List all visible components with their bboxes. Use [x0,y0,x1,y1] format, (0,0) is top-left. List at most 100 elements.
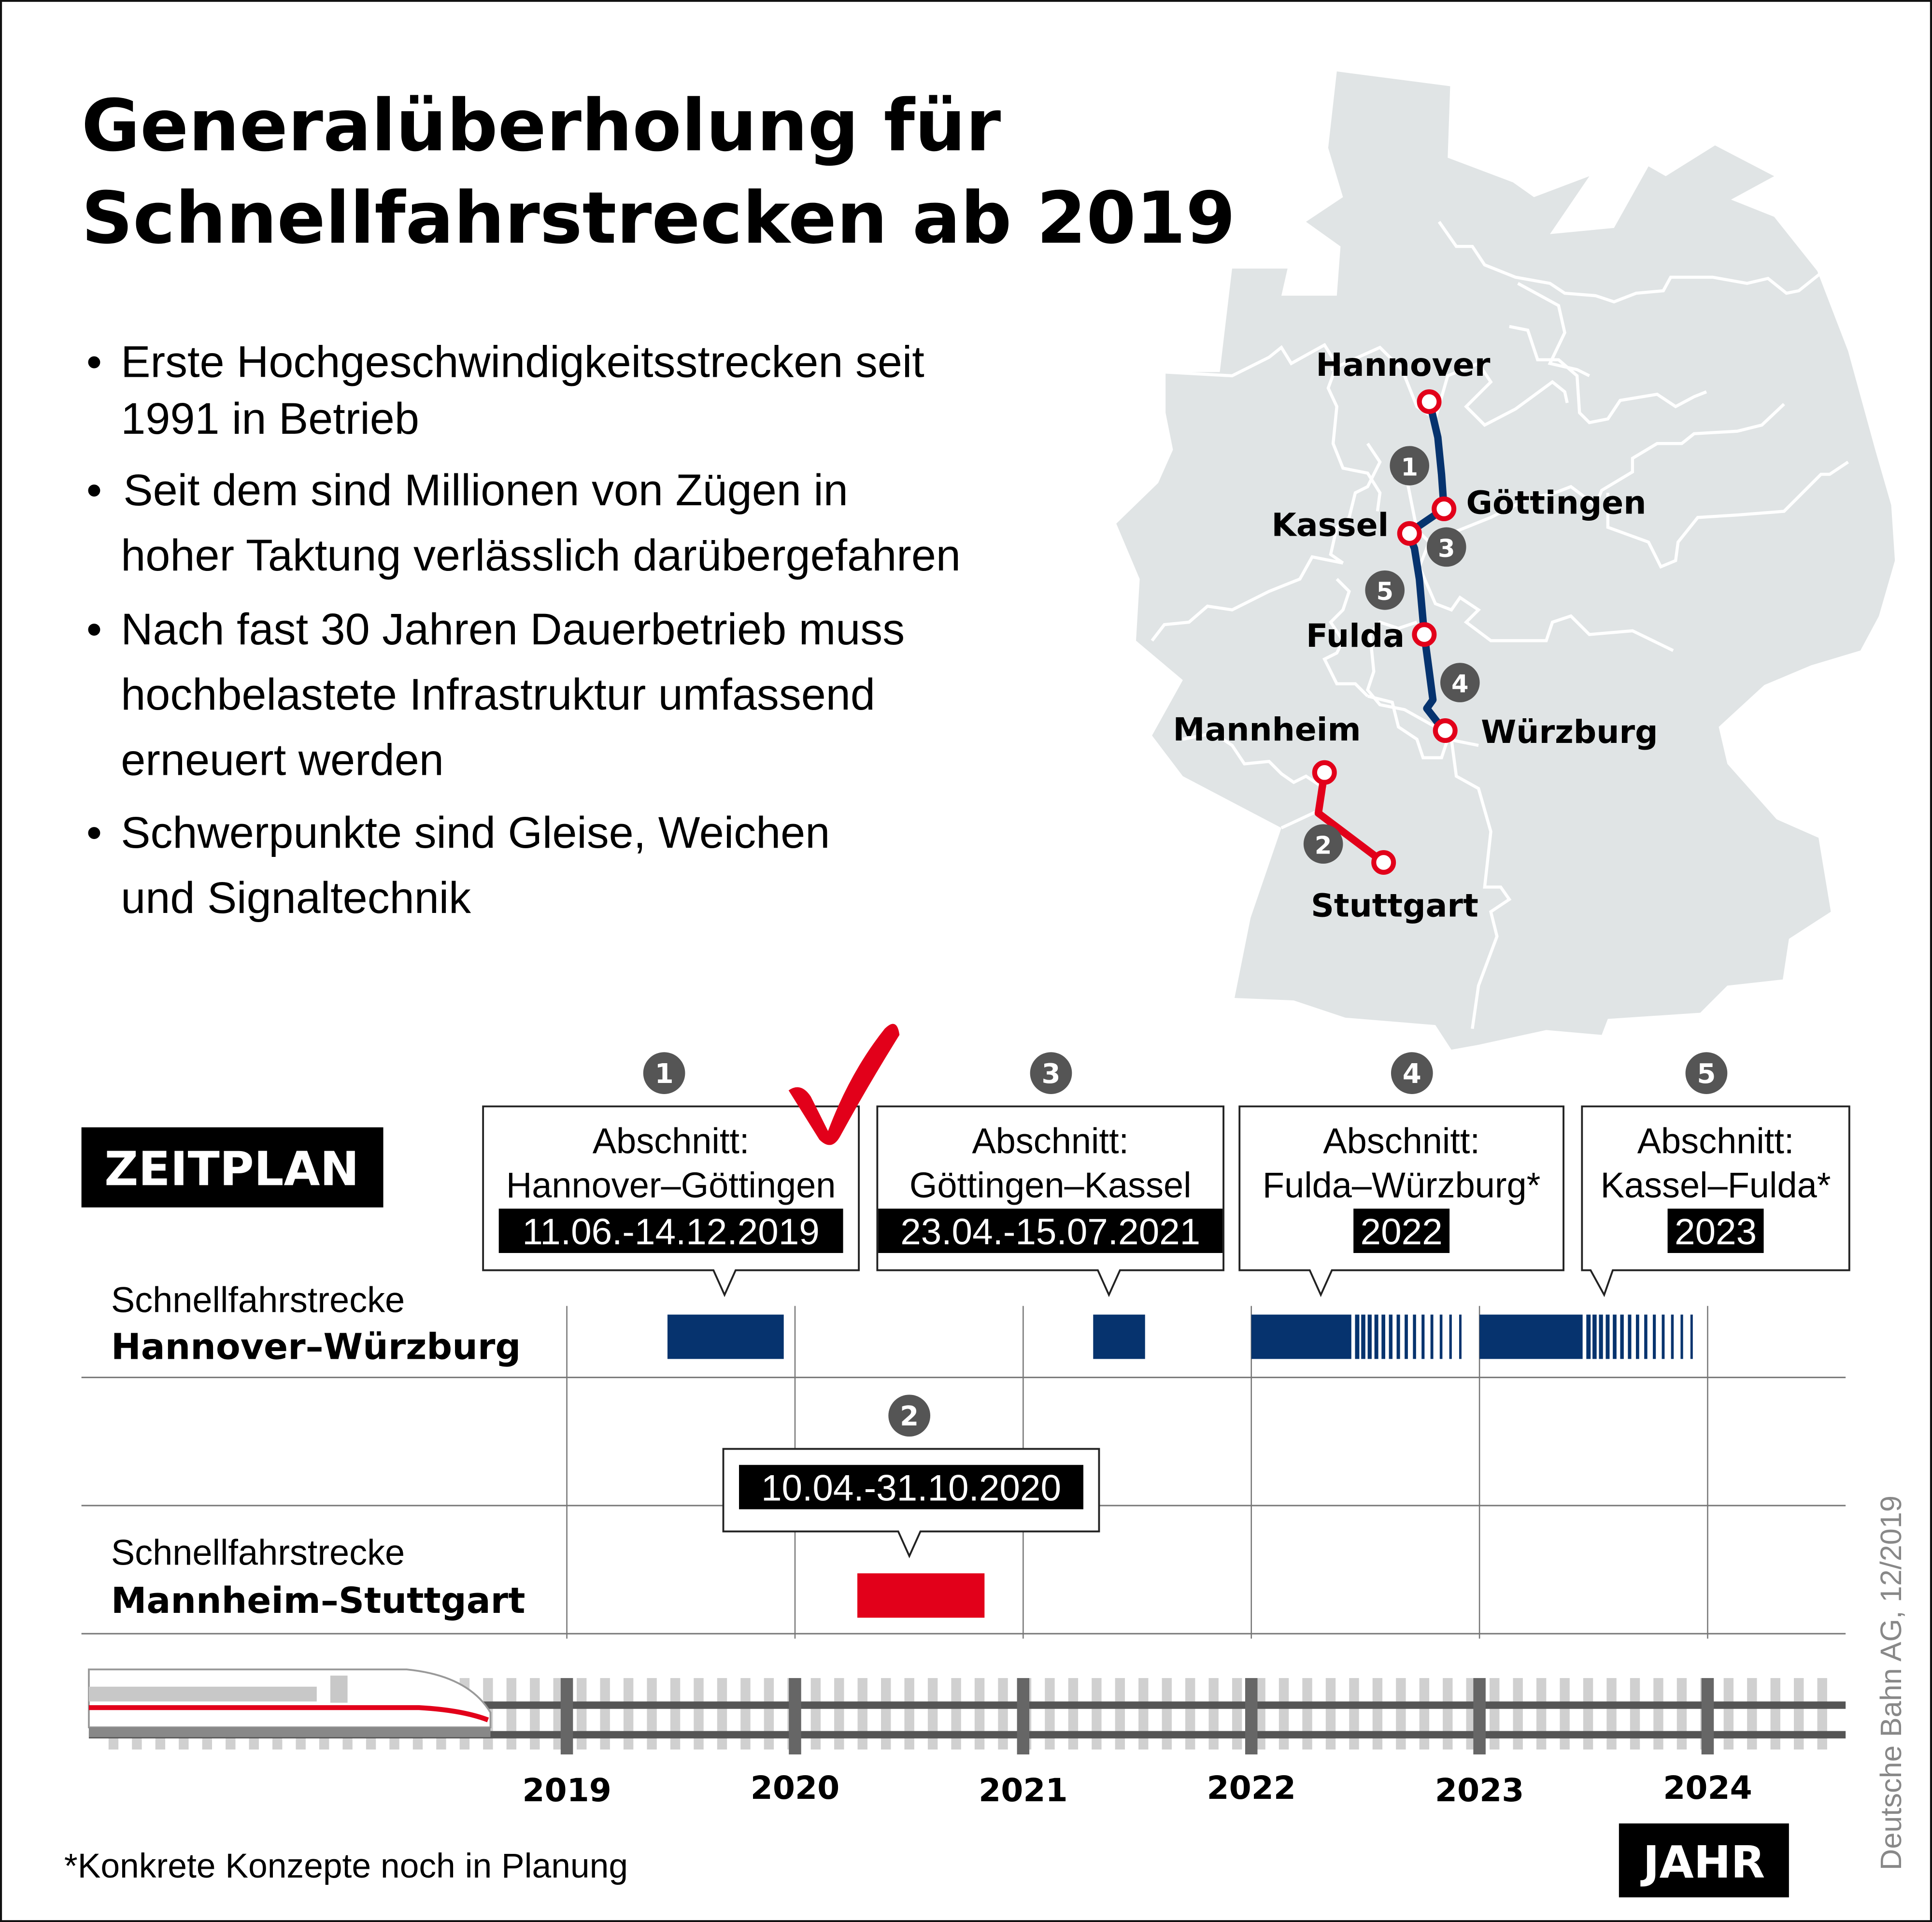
callout-period-box [1667,1209,1764,1253]
sleeper [600,1678,610,1750]
title-line-1: Generalüberholung für [82,84,1001,167]
callout-period: 11.06.-14.12.2019 [522,1211,819,1253]
callout-section-name: Hannover–Göttingen [506,1165,836,1205]
timeline-grid [81,1306,1846,1639]
callout-heading: Abschnitt: [1637,1121,1794,1161]
map-badge-4 [1440,663,1480,702]
station-wuerzburg-marker [1433,718,1458,743]
station-fulda-marker [1412,622,1437,647]
callout-box [1238,1105,1564,1297]
sleeper [1490,1678,1500,1750]
sleeper [647,1678,657,1750]
sleeper [1279,1678,1289,1750]
bar-section-4-tentative-stripe [1459,1314,1462,1359]
section-badge-number: 4 [1403,1058,1421,1090]
sleeper [1747,1678,1757,1750]
bar-section-5-tentative-stripe [1644,1314,1648,1359]
callout-heading: Abschnitt: [972,1121,1129,1161]
bar-section-4-tentative-stripe [1381,1314,1385,1359]
bar-section-5-tentative-stripe [1690,1314,1693,1359]
sleeper [1162,1678,1172,1750]
x-tick-label-2021: 2021 [979,1771,1068,1809]
callout-period-box [878,1209,1223,1253]
x-tick-label-2024: 2024 [1663,1769,1752,1807]
callout-period: 2022 [1361,1211,1443,1253]
x-tick-label-2020: 2020 [751,1769,840,1807]
sleeper [974,1678,985,1750]
map-badge-3 [1426,527,1466,567]
bullet-1-line-2: 1991 in Betrieb [121,394,419,443]
bar-section-4-tentative-stripe [1367,1314,1372,1359]
station-goettingen-marker [1432,496,1457,521]
title-line-2: Schnellfahrstrecken ab 2019 [82,176,1236,259]
bar-section-5-tentative-stripe [1662,1314,1665,1359]
station-hannover-marker [1417,389,1442,414]
callout-section-name: Göttingen–Kassel [909,1165,1192,1205]
callout-section-name: Fulda–Würzburg* [1263,1165,1540,1205]
bar-section-5-tentative-stripe [1599,1314,1603,1359]
sleeper [834,1678,844,1750]
section-badge-3 [1030,1052,1072,1094]
bar-section-4 [1251,1314,1351,1359]
bar-section-4-tentative-stripe [1449,1314,1452,1359]
callout-period-box [1353,1209,1450,1253]
bullet-4-line-1: Schwerpunkte sind Gleise, Weichen [121,808,830,857]
sleeper [1419,1678,1430,1750]
bar-section-4-tentative-stripe [1405,1314,1408,1359]
section-badge-5 [1685,1052,1728,1094]
map-badge-2 [1303,824,1343,864]
city-label-stuttgart: Stuttgart [1311,887,1478,925]
sleeper [1606,1678,1617,1750]
section-badge-number: 2 [900,1401,919,1432]
section-badge-1 [643,1052,685,1094]
svg-text:•: • [86,337,102,386]
sleeper [576,1678,587,1750]
bar-section-4-tentative-stripe [1374,1314,1378,1359]
row-2-label: Mannheim–Stuttgart [111,1580,526,1622]
sleeper [506,1678,517,1750]
map-badge-1 [1390,446,1430,485]
section-badge-2 [888,1395,931,1437]
x-axis-label: JAHR [1640,1837,1765,1888]
sleeper [881,1678,891,1750]
row-1-label-prefix: Schnellfahrstrecke [111,1280,405,1320]
sleeper [530,1678,540,1750]
germany-outline [1116,71,1895,1050]
page-title: Generalüberholung für Schnellfahrstrecke… [82,84,1236,259]
sleeper [1630,1678,1640,1750]
route-hannover-wuerzburg [1405,399,1448,733]
route-mannheim-stuttgart [1314,772,1386,866]
year-tick-2023 [1473,1678,1486,1755]
sleeper [1185,1678,1195,1750]
sleeper [1045,1678,1055,1750]
map-badge-5 [1365,570,1405,610]
svg-text:•: • [86,808,102,857]
callout-period: 10.04.-31.10.2020 [761,1468,1061,1509]
bar-section-5-tentative-stripe [1671,1314,1674,1359]
bar-section-5-tentative-stripe [1635,1314,1639,1359]
sleeper [694,1678,704,1750]
sleeper [1443,1678,1453,1750]
section-badge-number: 1 [655,1058,674,1090]
station-stuttgart-marker [1371,850,1396,875]
section-badge-number: 3 [1041,1058,1060,1090]
svg-text:•: • [86,466,102,515]
bar-section-5-tentative-stripe [1586,1314,1591,1359]
year-tick-2019 [560,1678,573,1755]
bar-section-5-tentative-stripe [1605,1314,1610,1359]
callout-heading: Abschnitt: [593,1121,750,1161]
x-tick-label-2022: 2022 [1207,1769,1296,1807]
x-tick-label-2019: 2019 [522,1771,611,1809]
sleeper [1372,1678,1383,1750]
city-label-fulda: Fulda [1306,617,1405,655]
bar-section-5-tentative-stripe [1620,1314,1624,1359]
sleeper [951,1678,961,1750]
callout-period: 23.04.-15.07.2021 [900,1211,1200,1253]
sleeper [1560,1678,1570,1750]
callout-period-box [739,1465,1083,1509]
callout-section-4: Abschnitt:Fulda–Würzburg* 2022 4 [1238,1052,1564,1297]
sleeper [1583,1678,1593,1750]
bar-section-1 [667,1314,784,1359]
bar-section-5-tentative-stripe [1680,1314,1683,1359]
callout-section-5: Abschnitt:Kassel–Fulda* 2023 5 [1581,1052,1850,1297]
